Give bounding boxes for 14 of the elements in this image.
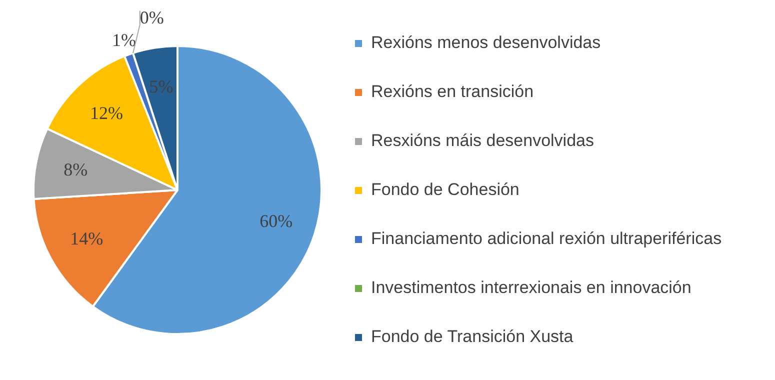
legend-label: Rexións en transición [371,82,534,102]
legend-label: Financiamento adicional rexión ultraperiféricas [371,229,722,249]
data-label: 1% [112,30,136,50]
legend-label: Investimentos interrexionais en innovación [371,278,692,298]
legend-label: Rexións menos desenvolvidas [371,33,601,53]
data-label: 5% [149,76,174,96]
legend-label: Fondo de Transición Xusta [371,327,574,347]
data-label: 12% [90,103,124,124]
legend-label: Resxións máis desenvolvidas [371,131,594,151]
data-label: 60% [260,210,293,231]
legend-label: Fondo de Cohesión [371,180,520,200]
data-label: 8% [64,159,88,180]
data-label: 14% [70,228,104,249]
text: 0% [140,8,164,28]
